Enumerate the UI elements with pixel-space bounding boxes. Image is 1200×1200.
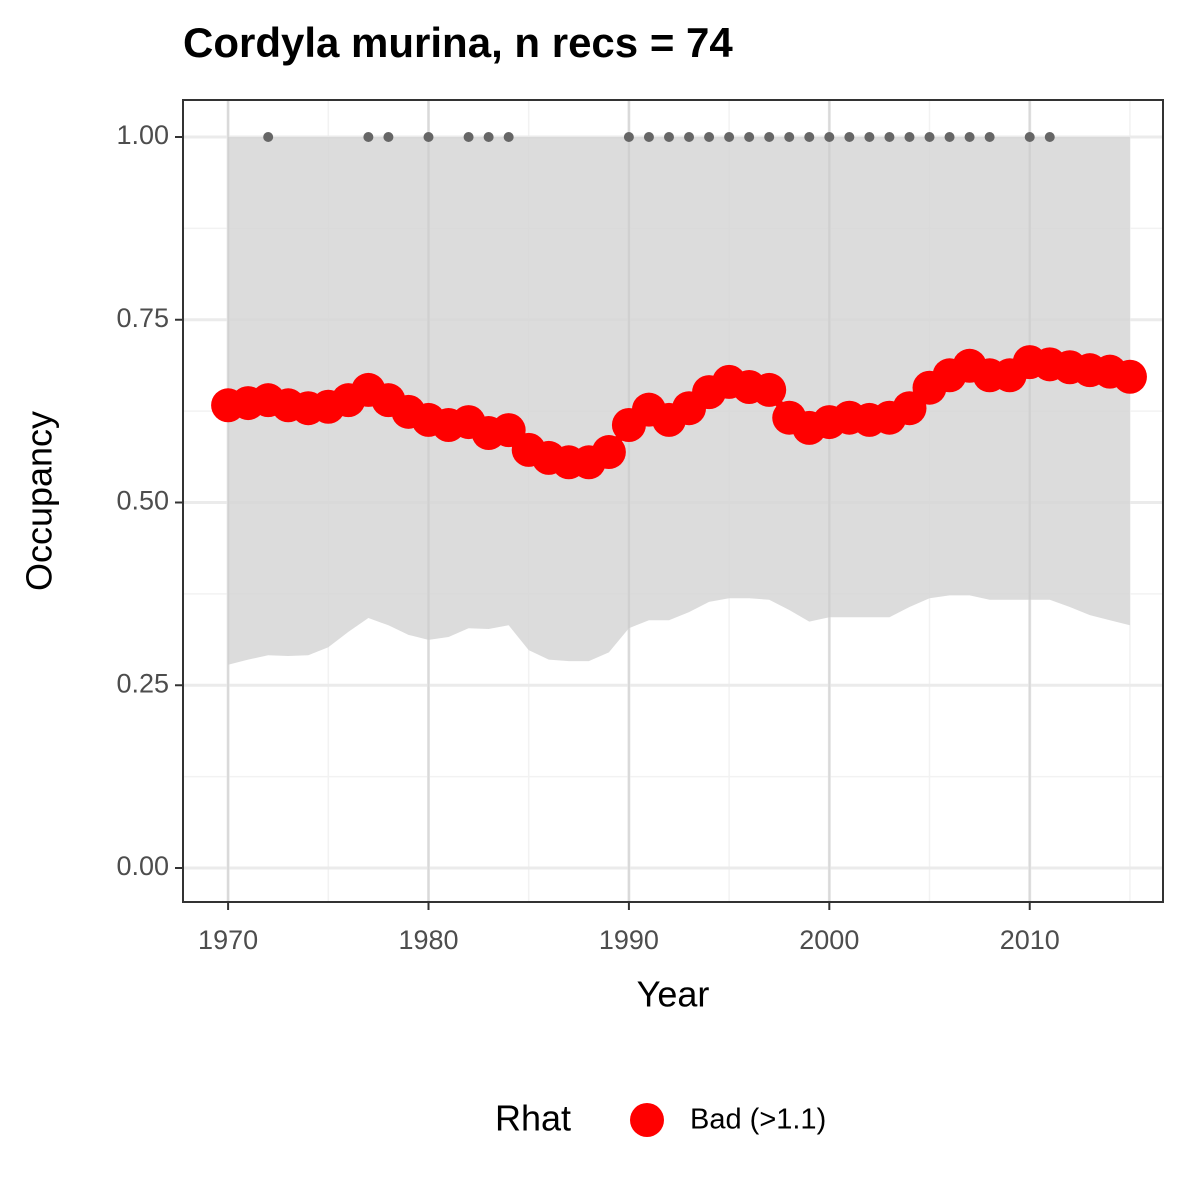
record-point — [964, 131, 975, 142]
record-point — [784, 131, 795, 142]
x-tick-label: 2000 — [799, 925, 859, 955]
record-point — [383, 131, 394, 142]
legend-label: Bad (>1.1) — [690, 1104, 826, 1136]
x-tick-label: 1980 — [398, 925, 458, 955]
record-point — [804, 131, 815, 142]
chart-title: Cordyla murina, n recs = 74 — [183, 19, 733, 66]
y-tick-label: 0.50 — [116, 486, 169, 516]
y-tick-label: 0.00 — [116, 851, 169, 881]
record-point — [704, 131, 715, 142]
panel-border — [182, 99, 1164, 903]
record-point — [503, 131, 514, 142]
series-point — [1112, 359, 1147, 394]
record-point — [924, 131, 935, 142]
x-tick-label: 1990 — [599, 925, 659, 955]
x-tick-label: 1970 — [198, 925, 258, 955]
record-point — [904, 131, 915, 142]
x-axis-title: Year — [637, 974, 710, 1015]
record-point — [884, 131, 895, 142]
series-point — [752, 372, 787, 407]
record-point — [423, 131, 434, 142]
record-point — [263, 131, 274, 142]
record-point — [844, 131, 855, 142]
record-point — [944, 131, 955, 142]
record-point — [744, 131, 755, 142]
record-point — [483, 131, 494, 142]
legend-title: Rhat — [495, 1098, 571, 1139]
record-point — [1044, 131, 1055, 142]
x-tick-label: 2010 — [1000, 925, 1060, 955]
record-point — [643, 131, 654, 142]
record-point — [824, 131, 835, 142]
record-point — [764, 131, 775, 142]
legend-swatch — [630, 1103, 664, 1137]
record-point — [623, 131, 634, 142]
series-point — [591, 435, 626, 470]
record-point — [724, 131, 735, 142]
y-tick-label: 0.25 — [116, 668, 169, 698]
y-tick-label: 1.00 — [116, 120, 169, 150]
record-point — [1024, 131, 1035, 142]
y-axis-title: Occupancy — [19, 411, 60, 591]
record-point — [363, 131, 374, 142]
record-point — [463, 131, 474, 142]
record-point — [864, 131, 875, 142]
record-point — [684, 131, 695, 142]
y-tick-label: 0.75 — [116, 303, 169, 333]
record-point — [984, 131, 995, 142]
record-point — [663, 131, 674, 142]
